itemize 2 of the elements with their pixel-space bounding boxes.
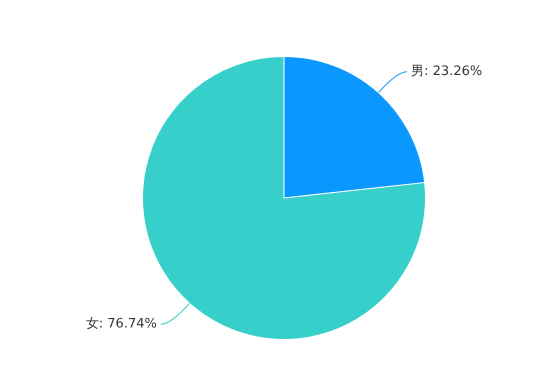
slice-label: 女: 76.74% [86,316,157,332]
slice-label: 男: 23.26% [411,64,482,80]
